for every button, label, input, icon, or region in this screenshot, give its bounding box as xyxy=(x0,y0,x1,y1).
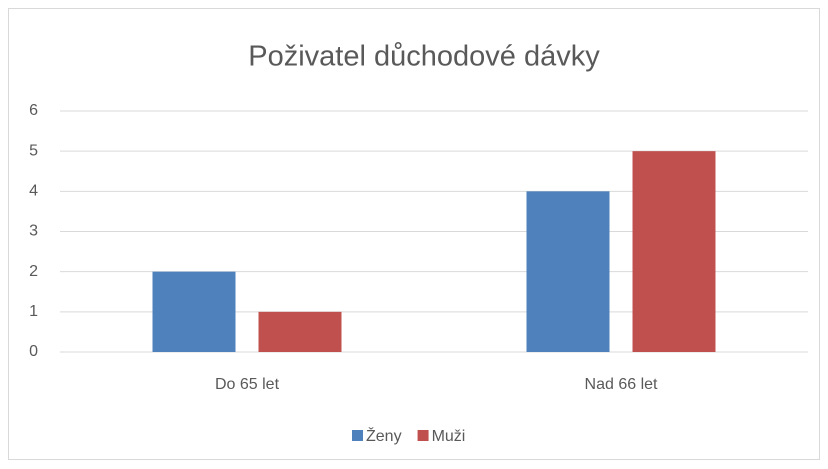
y-tick-label: 4 xyxy=(29,183,38,200)
bar xyxy=(632,151,716,352)
bar xyxy=(152,271,236,352)
y-tick-label: 2 xyxy=(29,263,38,280)
legend-label: Ženy xyxy=(366,426,402,445)
y-tick-label: 0 xyxy=(29,343,38,360)
y-tick-label: 3 xyxy=(29,223,38,240)
legend-swatch xyxy=(417,430,429,441)
legend-label: Muži xyxy=(432,428,466,445)
bar xyxy=(526,191,610,352)
legend-swatch xyxy=(352,430,363,441)
chart-title: Poživatel důchodové dávky xyxy=(248,41,600,73)
bar xyxy=(258,311,342,352)
y-tick-label: 1 xyxy=(29,303,38,320)
x-tick-label: Do 65 let xyxy=(215,376,280,393)
x-tick-label: Nad 66 let xyxy=(585,376,658,393)
y-tick-label: 5 xyxy=(29,142,38,159)
y-tick-label: 6 xyxy=(29,102,38,119)
